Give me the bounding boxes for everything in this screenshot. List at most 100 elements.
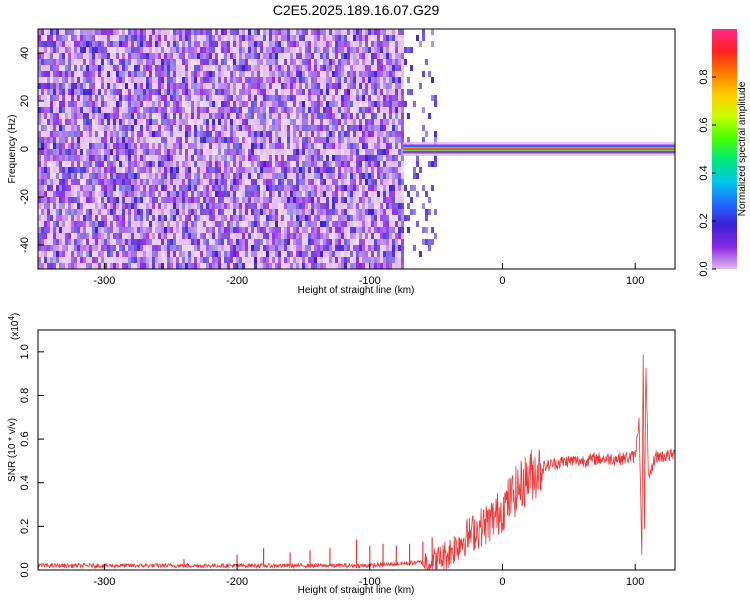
spectrogram-cell: [365, 233, 368, 239]
spectrogram-cell: [326, 53, 329, 59]
spectrogram-cell: [140, 71, 143, 77]
spectrogram-cell: [65, 203, 68, 209]
spectrogram-cell: [269, 143, 272, 149]
spectrogram-cell: [158, 47, 161, 53]
spectrogram-cell: [179, 251, 182, 257]
spectrogram-cell: [89, 173, 92, 179]
spectrogram-cell: [104, 125, 107, 131]
spectrogram-cell: [287, 137, 290, 143]
spectrogram-cell: [137, 119, 140, 125]
spectrogram-cell: [146, 209, 149, 215]
spectrogram-cell: [407, 113, 410, 119]
spectrogram-cell: [278, 149, 281, 155]
spectrogram-cell: [62, 53, 65, 59]
spectrogram-cell: [50, 35, 53, 41]
spectrogram-cell: [356, 83, 359, 89]
spectrogram-cell: [311, 239, 314, 245]
spectrogram-cell: [206, 149, 209, 155]
spectrogram-cell: [212, 143, 215, 149]
spectrogram-cell: [338, 233, 341, 239]
spectrogram-cell: [332, 161, 335, 167]
spectrogram-cell: [335, 113, 338, 119]
spectrogram-cell: [239, 173, 242, 179]
spectrogram-cell: [41, 173, 44, 179]
spectrogram-cell: [251, 215, 254, 221]
spectrogram-cell: [380, 185, 383, 191]
spectrogram-cell: [275, 47, 278, 53]
spectrogram-cell: [368, 209, 371, 215]
spectrogram-cell: [398, 173, 401, 179]
spectrogram-cell: [215, 83, 218, 89]
spectrogram-cell: [368, 71, 371, 77]
spectrogram-cell: [386, 65, 389, 71]
spectrogram-cell: [191, 179, 194, 185]
spectrogram-cell: [182, 191, 185, 197]
spectrogram-cell: [176, 89, 179, 95]
spectrogram-cell: [239, 59, 242, 65]
spectrogram-cell: [236, 101, 239, 107]
spectrogram-cell: [239, 95, 242, 101]
spectrogram-cell: [122, 65, 125, 71]
spectrogram-cell: [140, 191, 143, 197]
spectrogram-cell: [242, 155, 245, 161]
spectrogram-cell: [110, 35, 113, 41]
spectrogram-cell: [380, 95, 383, 101]
spectrogram-cell: [68, 119, 71, 125]
spectrogram-cell: [110, 101, 113, 107]
spectrogram-cell: [221, 53, 224, 59]
spectrogram-cell: [290, 131, 293, 137]
spectrogram-cell: [152, 41, 155, 47]
spectrogram-cell: [143, 233, 146, 239]
spectrogram-cell: [281, 41, 284, 47]
spectrogram-cell: [116, 77, 119, 83]
spectrogram-cell: [368, 257, 371, 263]
spectrogram-cell: [224, 137, 227, 143]
spectrogram-cell: [86, 59, 89, 65]
spectrogram-cell: [38, 131, 41, 137]
spectrogram-cell: [152, 155, 155, 161]
spectrogram-cell: [290, 53, 293, 59]
spectrogram-cell: [65, 77, 68, 83]
spectrogram-cell: [212, 245, 215, 251]
spectrogram-cell: [308, 101, 311, 107]
spectrogram-cell: [287, 83, 290, 89]
spectrogram-cell: [389, 35, 392, 41]
spectrogram-cell: [86, 227, 89, 233]
spectrogram-cell: [71, 65, 74, 71]
spectrogram-cell: [191, 131, 194, 137]
spectrogram-cell: [188, 101, 191, 107]
spectrogram-cell: [83, 155, 86, 161]
spectrogram-cell: [203, 251, 206, 257]
spectrogram-cell: [278, 215, 281, 221]
spectrogram-cell: [284, 167, 287, 173]
spectrogram-cell: [377, 77, 380, 83]
spectrogram-cell: [233, 203, 236, 209]
spectrogram-cell: [386, 107, 389, 113]
spectrogram-cell: [212, 131, 215, 137]
spectrogram-cell: [116, 197, 119, 203]
spectrogram-cell: [320, 131, 323, 137]
spectrogram-cell: [62, 215, 65, 221]
spectrogram-cell: [266, 161, 269, 167]
spectrogram-cell: [245, 179, 248, 185]
spectrogram-cell: [257, 89, 260, 95]
spectrogram-cell: [224, 131, 227, 137]
spectrogram-cell: [122, 251, 125, 257]
spectrogram-cell: [176, 257, 179, 263]
spectrogram-cell: [338, 173, 341, 179]
spectrogram-cell: [41, 65, 44, 71]
spectrogram-cell: [299, 263, 302, 269]
spectrogram-cell: [317, 161, 320, 167]
spectrogram-cell: [311, 95, 314, 101]
spectrogram-cell: [74, 203, 77, 209]
spectrogram-cell: [125, 47, 128, 53]
spectrogram-cell: [287, 239, 290, 245]
spectrogram-cell: [368, 221, 371, 227]
spectrogram-cell: [194, 53, 197, 59]
spectrogram-cell: [212, 95, 215, 101]
spectrogram-cell: [137, 215, 140, 221]
spectrogram-cell: [110, 137, 113, 143]
spectrogram-cell: [122, 215, 125, 221]
spectrogram-cell: [287, 191, 290, 197]
spectrogram-cell: [206, 191, 209, 197]
